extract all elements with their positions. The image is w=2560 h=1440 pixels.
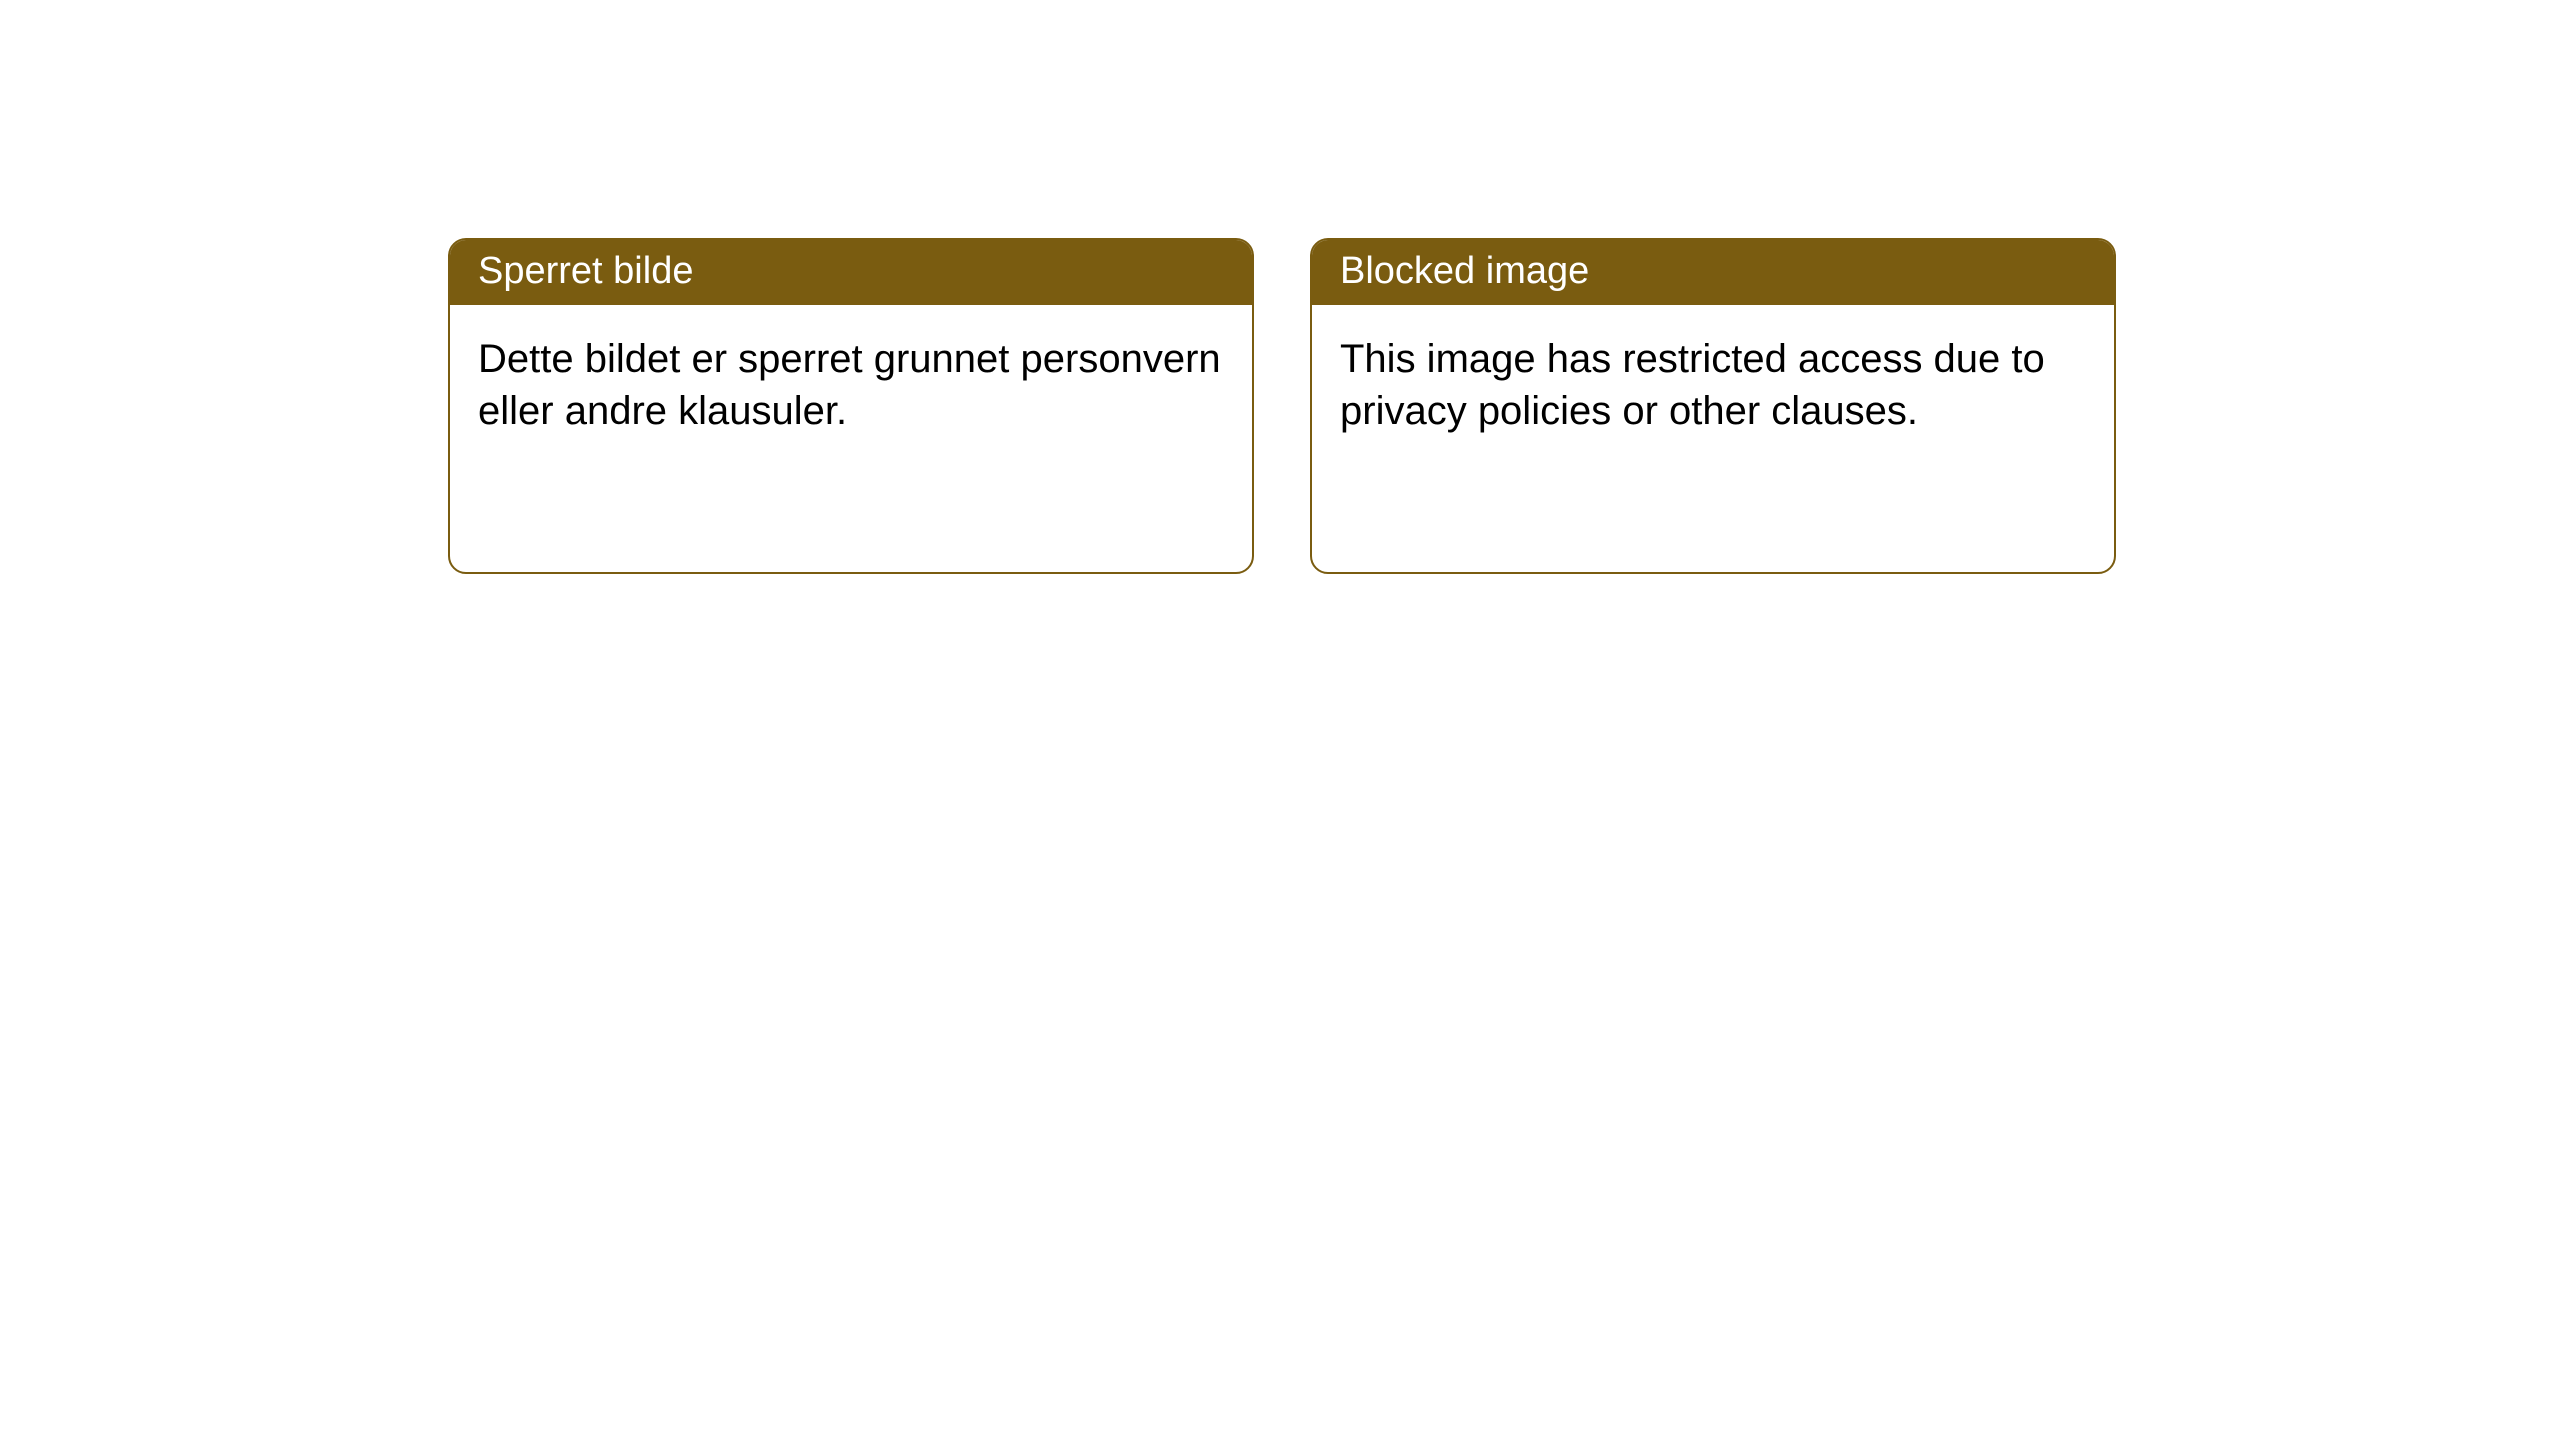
notice-container: Sperret bilde Dette bildet er sperret gr… [0, 0, 2560, 574]
notice-title-no: Sperret bilde [450, 240, 1252, 305]
notice-title-en: Blocked image [1312, 240, 2114, 305]
notice-body-no: Dette bildet er sperret grunnet personve… [450, 305, 1252, 465]
notice-card-no: Sperret bilde Dette bildet er sperret gr… [448, 238, 1254, 574]
notice-card-en: Blocked image This image has restricted … [1310, 238, 2116, 574]
notice-body-en: This image has restricted access due to … [1312, 305, 2114, 465]
